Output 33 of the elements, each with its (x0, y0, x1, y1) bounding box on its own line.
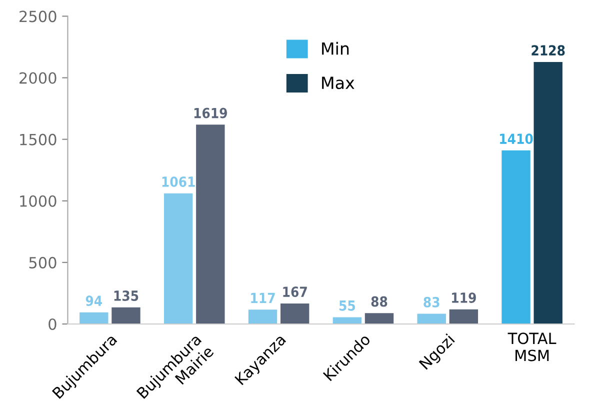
y-tick-label: 2000 (20, 72, 56, 84)
y-tick-label: 500 (29, 256, 56, 268)
bar (248, 310, 278, 324)
data-label: 55 (339, 300, 355, 311)
data-label: 117 (251, 292, 275, 304)
data-label: 135 (114, 290, 138, 301)
bar (164, 193, 193, 324)
data-label: 1061 (162, 176, 195, 187)
data-label: 88 (371, 296, 388, 307)
data-label: 1410 (500, 134, 533, 144)
y-tick-label: 1000 (20, 195, 56, 207)
y-tick-label: 1500 (20, 134, 56, 146)
data-label: 94 (86, 296, 102, 306)
bar (112, 307, 140, 324)
bar (196, 124, 225, 324)
y-tick-label: 2500 (20, 10, 56, 22)
y-tick-label: 0 (48, 318, 56, 330)
bar (332, 317, 362, 324)
data-label: 119 (452, 292, 476, 303)
data-label: 1619 (194, 108, 228, 118)
data-label: 167 (283, 286, 307, 298)
legend-label: Min (322, 42, 349, 55)
bar (449, 309, 478, 324)
bar (364, 313, 394, 324)
bar (417, 314, 446, 324)
data-label: 2128 (532, 45, 565, 56)
bar (280, 303, 310, 324)
x-tick-label: TOTAL MSM (508, 332, 556, 362)
bar (534, 62, 562, 324)
bar (80, 312, 108, 324)
legend-label: Max (322, 76, 354, 90)
bar (502, 150, 530, 324)
data-label: 83 (424, 296, 440, 308)
